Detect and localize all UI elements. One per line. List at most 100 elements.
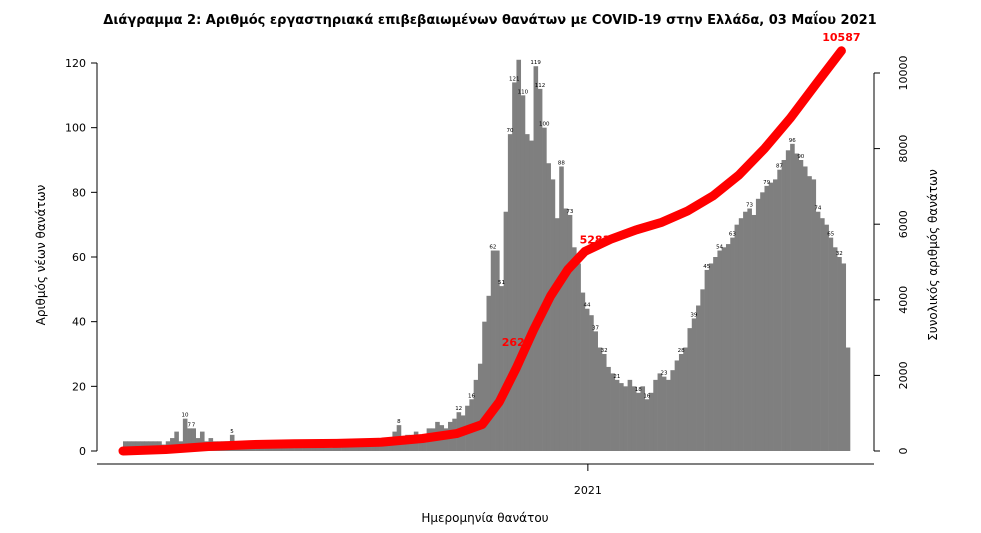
bar-69 (418, 438, 423, 451)
bar-62 (388, 441, 393, 451)
bar-data-label-28: 63 (729, 232, 736, 238)
right-tick-label-3: 6000 (897, 210, 910, 238)
bar-38 (285, 447, 291, 451)
bar-0 (123, 441, 128, 451)
bar-data-label-11: 7 (188, 422, 192, 428)
bar-144 (738, 218, 744, 451)
bar-147 (751, 214, 757, 451)
left-tick-label-6: 120 (65, 57, 86, 70)
bar-120 (636, 392, 641, 451)
bar-166 (832, 247, 838, 451)
bar-18 (199, 431, 205, 451)
bar-159 (802, 166, 808, 451)
bar-121 (640, 386, 646, 451)
bar-116 (619, 383, 624, 451)
bar-135 (700, 289, 705, 451)
left-y-ticks: 0 20 40 60 80 100 120 (65, 57, 97, 458)
bar-1 (127, 441, 132, 451)
left-tick-label-4: 80 (72, 186, 86, 199)
right-tick-label-1: 2000 (897, 361, 910, 389)
bar-112 (601, 354, 607, 451)
bar-131 (683, 347, 688, 451)
bar-data-label-24: 28 (678, 348, 685, 354)
bar-42 (302, 447, 308, 451)
bar-data-label-1: 119 (530, 60, 541, 66)
bar-123 (649, 392, 654, 451)
bar-169 (845, 347, 851, 451)
cumulative-annotation-2: 10587 (822, 31, 860, 44)
left-tick-label-2: 40 (72, 316, 86, 329)
bar-98 (542, 127, 547, 452)
bar-data-label-31: 87 (776, 164, 783, 170)
bar-126 (661, 376, 667, 451)
right-tick-label-4: 8000 (897, 135, 910, 163)
bar-124 (653, 379, 658, 451)
bar-164 (824, 224, 829, 451)
right-tick-label-2: 4000 (897, 286, 910, 314)
bar-155 (785, 150, 791, 452)
bar-14 (182, 418, 188, 451)
bar-data-label-36: 32 (836, 251, 843, 257)
bar-105 (572, 247, 577, 451)
bar-132 (687, 328, 693, 451)
bar-146 (747, 208, 752, 451)
bar-86 (490, 250, 496, 451)
left-tick-label-1: 20 (72, 380, 86, 393)
bar-88 (499, 286, 504, 451)
bar-108 (584, 308, 590, 451)
bar-82 (473, 379, 479, 451)
bar-data-label-3: 110 (518, 89, 529, 95)
bar-90 (507, 134, 513, 451)
bar-16 (191, 428, 196, 451)
bar-127 (666, 379, 671, 451)
bar-data-label-19: 32 (601, 348, 608, 354)
right-tick-label-5: 10000 (897, 56, 910, 91)
bar-data-label-0: 121 (509, 76, 520, 82)
bar-84 (482, 321, 487, 451)
bar-data-label-16: 16 (468, 393, 475, 399)
bar-data-label-22: 16 (643, 393, 650, 399)
bar-145 (743, 211, 748, 451)
left-tick-label-0: 0 (79, 445, 86, 458)
bar-137 (708, 263, 714, 451)
bar-140 (721, 247, 727, 451)
bar-162 (815, 211, 821, 451)
bar-129 (674, 360, 680, 451)
bar-56 (362, 444, 368, 451)
bar-15 (187, 428, 192, 451)
bar-154 (781, 160, 787, 451)
bar-122 (644, 399, 650, 451)
cumulative-annotation-1: 5281 (580, 233, 611, 246)
bar-data-label-15: 12 (455, 406, 462, 412)
bar-125 (657, 373, 663, 451)
left-tick-label-3: 60 (72, 251, 86, 264)
bar-data-label-32: 96 (789, 138, 796, 144)
bar-109 (589, 315, 594, 451)
bar-115 (614, 379, 620, 451)
bar-106 (576, 263, 581, 451)
left-y-axis-label: Αριθμός νέων θανάτων (34, 184, 48, 325)
bar-54 (353, 444, 359, 451)
bar-data-label-35: 65 (827, 232, 834, 238)
bar-149 (760, 192, 765, 451)
bar-107 (580, 292, 586, 451)
bar-167 (837, 257, 842, 451)
bar-48 (328, 447, 333, 451)
bar-153 (777, 169, 782, 451)
bar-data-label-5: 88 (558, 160, 565, 166)
bar-data-label-13: 5 (230, 429, 234, 435)
bar-118 (627, 379, 633, 451)
bar-148 (755, 198, 761, 451)
bar-data-label-30: 79 (763, 180, 770, 186)
bar-141 (725, 244, 731, 451)
bar-87 (495, 250, 500, 451)
right-tick-label-0: 0 (897, 448, 910, 455)
bar-53 (349, 444, 355, 451)
bar-103 (563, 208, 569, 451)
bar-156 (790, 143, 795, 451)
bar-data-label-12: 7 (192, 422, 196, 428)
bar-data-label-23: 23 (660, 371, 667, 377)
